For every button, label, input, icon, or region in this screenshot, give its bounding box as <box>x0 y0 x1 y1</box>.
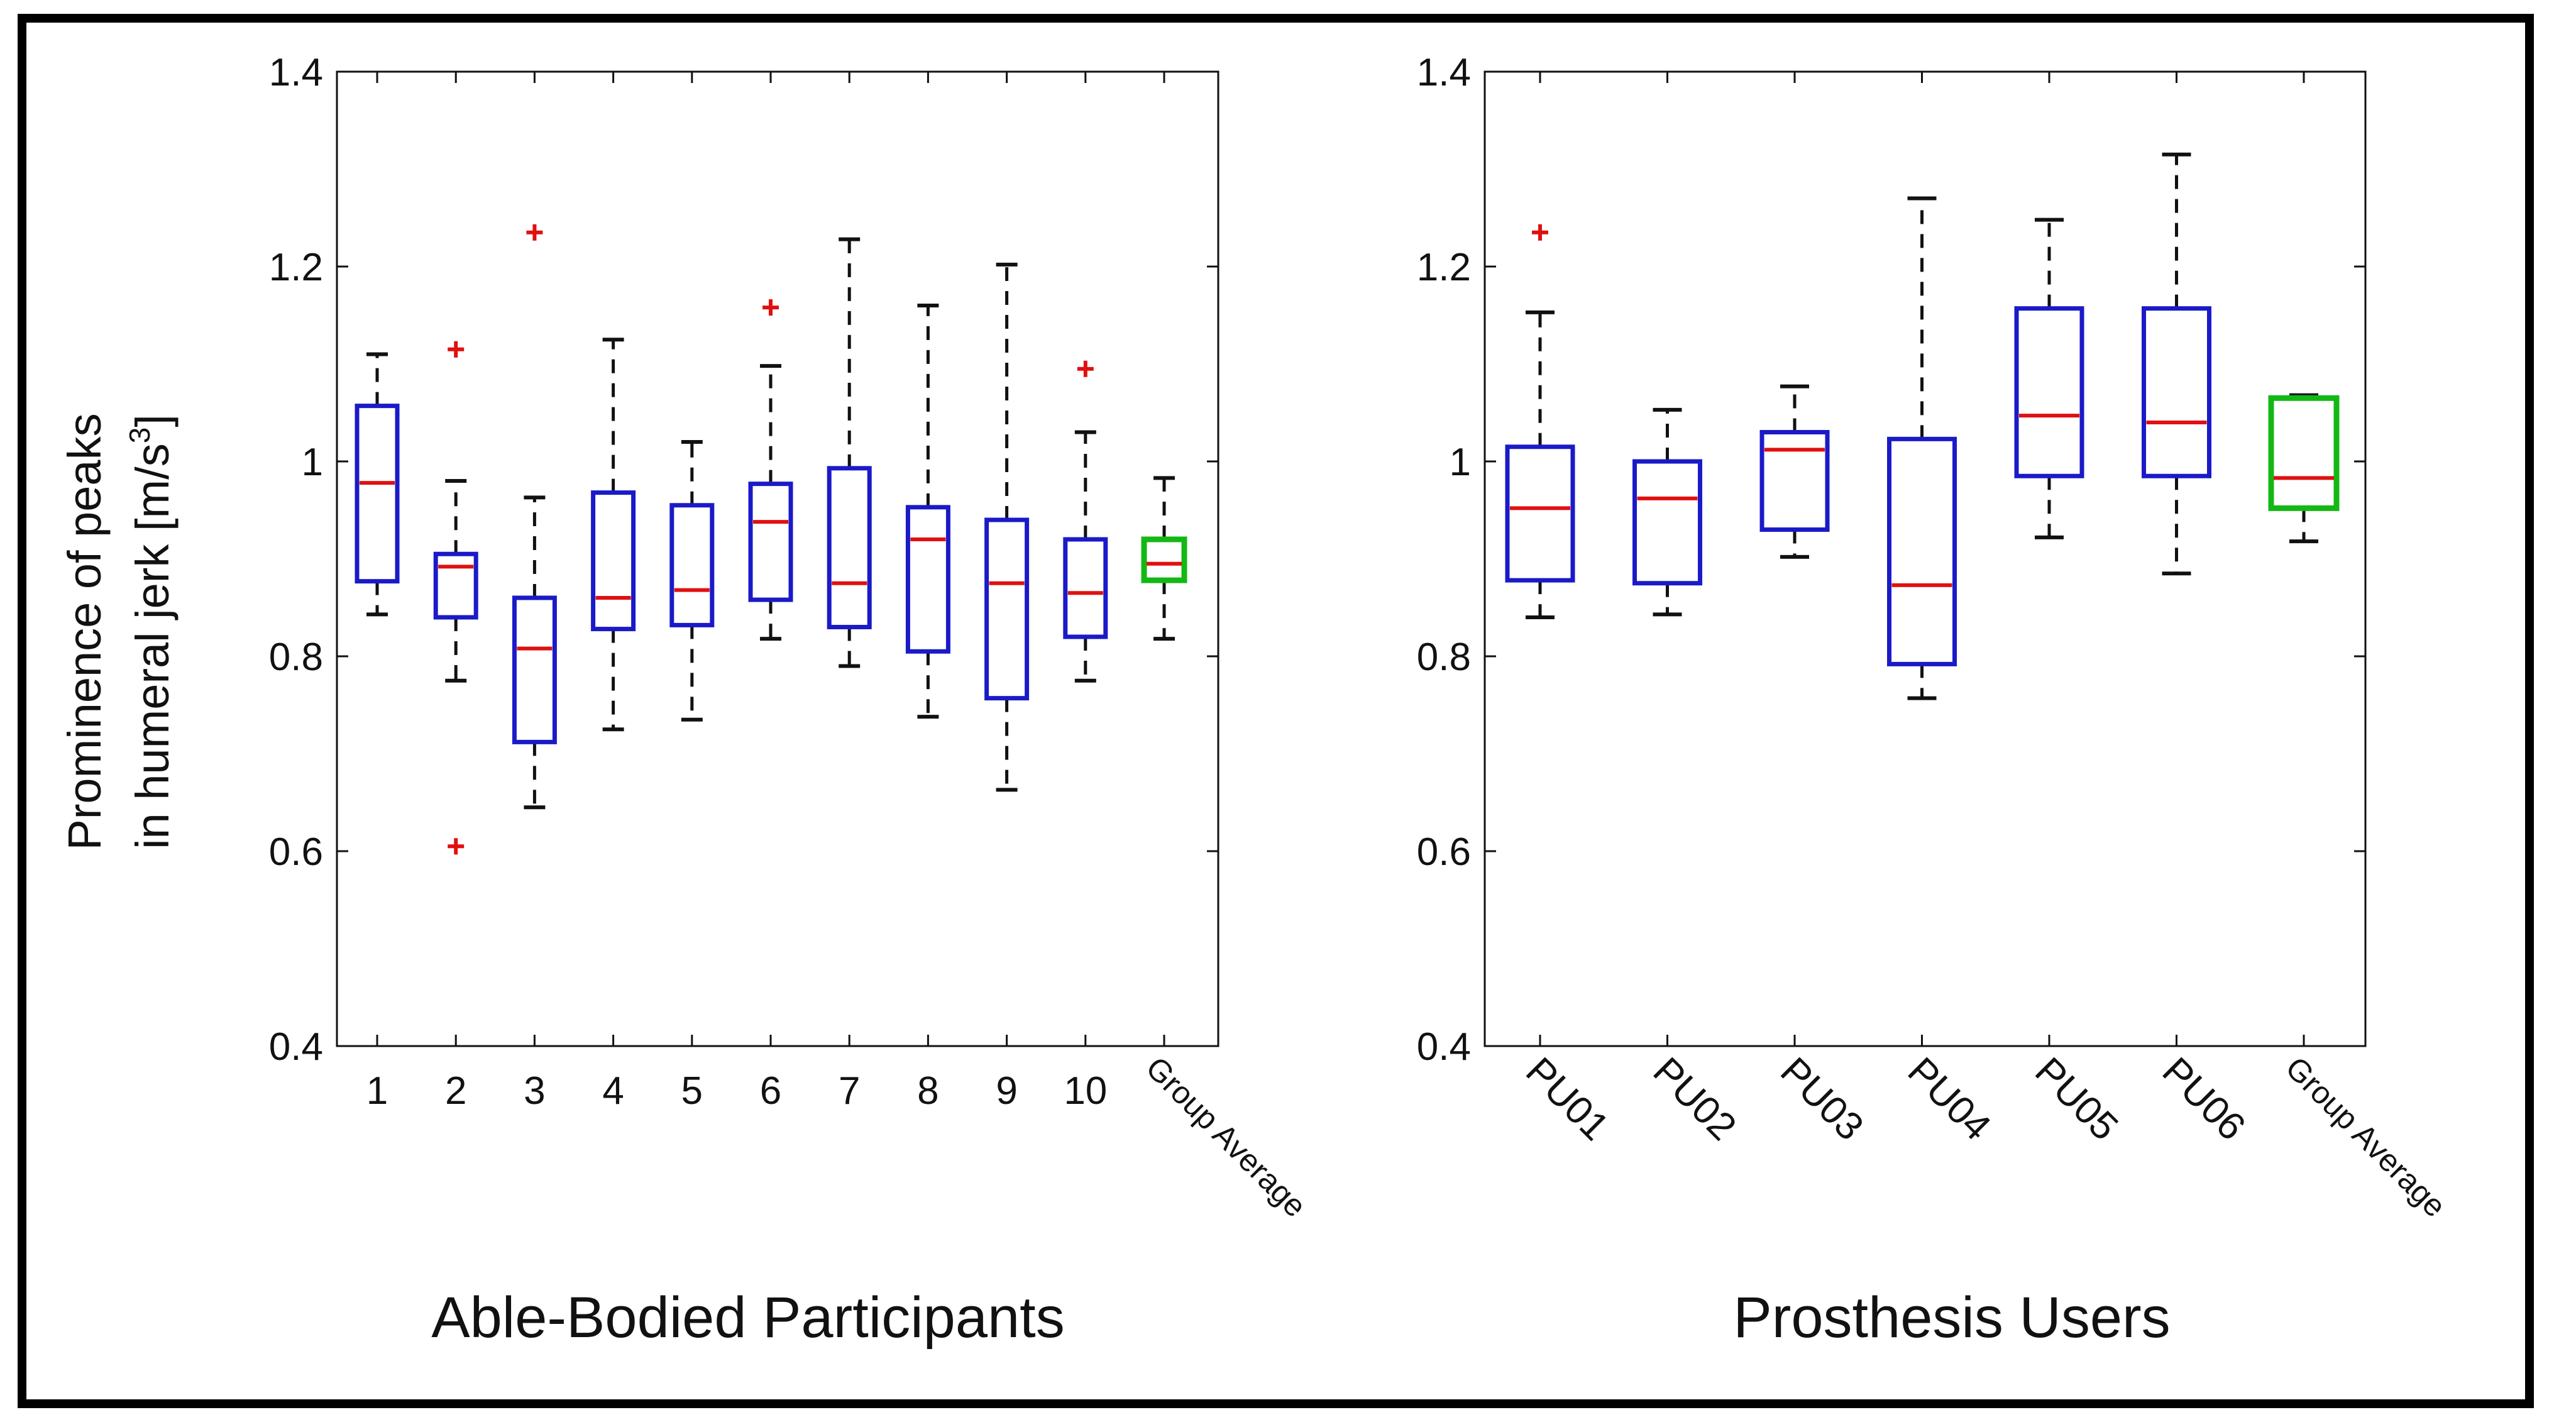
y-tick-label: 1 <box>1450 441 1471 484</box>
y-axis-label-line2-text: in humeral jerk [m/s <box>126 443 179 849</box>
box-category-5: PU05 <box>2014 72 2127 1149</box>
box-category-8: 8 <box>905 72 950 1113</box>
outlier-marker <box>526 224 543 241</box>
box-category-4: PU04 <box>1887 72 1999 1149</box>
box-iqr <box>748 482 793 602</box>
box-category-6: 6 <box>748 72 793 1113</box>
y-tick-label: 0.6 <box>269 830 323 874</box>
box-category-3: PU03 <box>1759 72 1872 1149</box>
box-iqr <box>827 466 872 629</box>
box-category-1: PU01 <box>1505 72 1617 1149</box>
outlier-marker <box>448 341 465 358</box>
box-category-2: 2 <box>433 72 478 1113</box>
box-category-7: 7 <box>827 72 872 1113</box>
outlier-marker <box>1077 360 1094 377</box>
x-tick-label: PU01 <box>1517 1049 1617 1149</box>
box-iqr <box>2142 306 2211 478</box>
y-tick-label: 0.4 <box>1417 1025 1471 1069</box>
box-category-5: 5 <box>669 72 715 1113</box>
x-tick-label: 7 <box>839 1069 860 1113</box>
box-group-average: Group Average <box>1139 72 1313 1224</box>
x-tick-label: PU02 <box>1645 1049 1744 1149</box>
y-tick-label: 1 <box>302 441 323 484</box>
box-category-2: PU02 <box>1632 72 1744 1149</box>
box-iqr <box>1063 537 1108 639</box>
box-category-6: PU06 <box>2142 72 2254 1149</box>
box-category-9: 9 <box>984 72 1030 1113</box>
y-tick-label: 0.8 <box>1417 636 1471 679</box>
x-tick-label: 10 <box>1064 1069 1107 1113</box>
y-axis-label-close: ] <box>126 414 179 427</box>
box-iqr <box>984 517 1030 701</box>
box-iqr <box>433 551 478 620</box>
prosthesis-users-title: Prosthesis Users <box>1733 1286 2170 1350</box>
y-tick-label: 0.8 <box>269 636 323 679</box>
box-category-10: 10 <box>1063 72 1108 1113</box>
plot-area-border <box>1483 70 2367 1047</box>
x-tick-label: Group Average <box>2279 1050 2453 1224</box>
x-tick-label: 3 <box>524 1069 545 1113</box>
x-tick-label: PU04 <box>1900 1049 1999 1149</box>
x-tick-label: 5 <box>681 1069 703 1113</box>
x-tick-label: 4 <box>602 1069 624 1113</box>
x-tick-label: PU05 <box>2027 1049 2126 1149</box>
y-tick-label: 0.4 <box>269 1025 323 1069</box>
y-axis-label-line1: Prominence of peaks <box>58 413 111 850</box>
x-tick-label: Group Average <box>1139 1050 1313 1224</box>
y-axis-label-line2: in humeral jerk [m/s3] <box>123 414 179 849</box>
y-tick-label: 1.4 <box>1417 51 1471 94</box>
plot-area-border <box>336 70 1219 1047</box>
box-iqr <box>669 503 715 627</box>
x-tick-label: PU03 <box>1772 1049 1871 1149</box>
outlier-marker <box>1532 224 1548 241</box>
able-bodied-title: Able-Bodied Participants <box>431 1286 1064 1350</box>
x-tick-label: 9 <box>996 1069 1017 1113</box>
outlier-marker <box>762 299 779 316</box>
box-category-4: 4 <box>591 72 636 1113</box>
box-iqr <box>2014 306 2084 478</box>
box-iqr <box>1632 459 1702 586</box>
box-category-3: 3 <box>512 72 557 1113</box>
x-tick-label: 2 <box>445 1069 466 1113</box>
able-bodied-panel: 0.4 0.6 0.8 1 1.2 1.4 1 2 3 4 5 6 7 8 9 10 Group Average <box>269 51 1313 1224</box>
y-tick-label: 1.4 <box>269 51 323 94</box>
outlier-marker <box>448 838 465 855</box>
y-axis-label: Prominence of peaks in humeral jerk [m/s… <box>58 413 179 850</box>
box-iqr <box>355 404 400 584</box>
box-iqr <box>1505 444 1575 583</box>
box-group-average: Group Average <box>2268 72 2453 1224</box>
y-tick-label: 1.2 <box>269 246 323 289</box>
box-category-1: 1 <box>355 72 400 1113</box>
x-tick-label: PU06 <box>2154 1049 2254 1149</box>
box-iqr <box>1759 430 1830 532</box>
y-tick-label: 1.2 <box>1417 246 1471 289</box>
y-tick-label: 0.6 <box>1417 830 1471 874</box>
y-axis-label-superscript: 3 <box>123 427 156 444</box>
figure-frame <box>18 14 2534 1408</box>
prosthesis-users-panel: 0.4 0.6 0.8 1 1.2 1.4 PU01 PU02 PU03 PU04 PU05 PU06… <box>1417 51 2453 1224</box>
box-iqr <box>1141 536 1187 583</box>
box-iqr <box>512 595 557 744</box>
x-tick-label: 1 <box>366 1069 388 1113</box>
box-iqr <box>1887 436 1957 666</box>
x-tick-label: 8 <box>917 1069 938 1113</box>
box-iqr <box>905 505 950 654</box>
x-tick-label: 6 <box>760 1069 781 1113</box>
box-iqr <box>2268 395 2340 511</box>
box-iqr <box>591 490 636 632</box>
